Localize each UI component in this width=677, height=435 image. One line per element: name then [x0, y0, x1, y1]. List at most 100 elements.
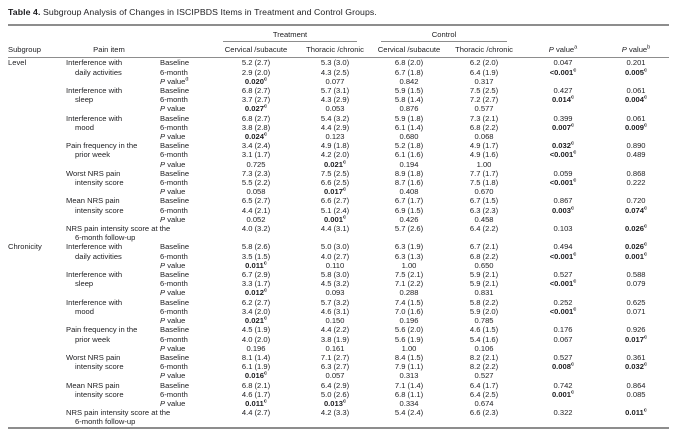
col-header-treatment-thoracic: Thoracic /chronic [297, 42, 374, 59]
value-text: 2.9 (2.0) [241, 67, 271, 77]
value-text: <0.001c [549, 279, 577, 289]
value-cell [603, 160, 669, 169]
value-text: 5.9 (2.1) [469, 270, 499, 280]
value-cell: 7.5 (2.5) [297, 169, 373, 178]
value-text: 6.1 (1.4) [394, 122, 424, 132]
value-text: 4.0 (2.0) [241, 334, 271, 344]
value-cell: 0.842 [373, 77, 445, 86]
p-italic: P [160, 132, 166, 142]
value-cell [523, 77, 603, 86]
value-text: 5.0 (3.0) [320, 242, 350, 252]
value-text: 0.007c [551, 122, 575, 132]
value-cell: 0.742 [523, 381, 603, 390]
value-text: 7.5 (2.5) [469, 86, 499, 96]
value-text: 0.842 [399, 76, 419, 86]
value-cell: 6.3 (1.3) [373, 252, 445, 261]
value-cell: 6.8 (2.7) [215, 114, 297, 123]
value-text: 7.4 (1.5) [394, 297, 424, 307]
value-text: 6.7 (1.5) [469, 196, 499, 206]
value-text: 0.201 [626, 58, 646, 68]
value-cell: 0.680 [373, 132, 445, 141]
table-row: Interference with sleep Baseline 6.7 (2.9) 5… [8, 270, 669, 288]
col-header-pain-item: Pain item [66, 42, 152, 59]
value-text: 0.322 [553, 408, 573, 418]
value-cell: 0.053 [297, 104, 373, 113]
pain-item-line2: intensity score [75, 362, 124, 372]
value-text: 0.196 [246, 343, 266, 353]
value-cell: 0.196 [373, 316, 445, 325]
value-cell: 0.009c [603, 123, 669, 132]
value-text: 5.1 (2.4) [320, 205, 350, 215]
value-cell: 6.7 (1.5) [445, 196, 523, 205]
row-label-cell: P valued [152, 77, 215, 86]
value-text: 0.458 [474, 214, 494, 224]
value-cell [603, 316, 669, 325]
value-cell: 0.047 [523, 58, 603, 68]
value-cell: 7.2 (2.7) [445, 95, 523, 104]
value-text: 4.4 (3.1) [320, 224, 350, 234]
value-text: 8.7 (1.6) [394, 178, 424, 188]
value-text: 0.061 [626, 86, 646, 96]
value-text: 0.831 [474, 288, 494, 298]
value-text: 0.489 [626, 150, 646, 160]
value-cell [523, 160, 603, 169]
value-cell: 0.222 [603, 178, 669, 187]
value-text: 0.032c [551, 141, 575, 151]
value-text: 6.8 (2.2) [469, 122, 499, 132]
value-cell: 7.1 (2.7) [297, 353, 373, 362]
value-text: 0.017c [624, 334, 648, 344]
value-cell: 0.201 [603, 58, 669, 68]
value-text: 8.1 (1.4) [241, 352, 271, 362]
pain-item-line1: Interference with [66, 113, 123, 123]
p-italic: P [160, 187, 166, 197]
row-label-cell: 6-month [152, 95, 215, 104]
value-text: 4.2 (3.3) [320, 408, 350, 418]
value-cell [523, 371, 603, 380]
value-cell [523, 344, 603, 353]
value-text: 6.3 (2.3) [469, 205, 499, 215]
table-row: P value 0.052 0.001c 0.426 0.458 [8, 215, 669, 224]
value-text: 6.8 (2.7) [241, 86, 271, 96]
value-text: 0.009c [624, 122, 648, 132]
value-text: 0.001c [323, 214, 347, 224]
value-text: 3.3 (1.7) [241, 279, 271, 289]
value-text: 4.4 (2.1) [241, 205, 271, 215]
value-text: 6.4 (2.2) [469, 224, 499, 234]
value-cell: 0.007c [523, 123, 603, 132]
value-cell: 0.288 [373, 288, 445, 297]
value-cell [603, 371, 669, 380]
value-cell: 7.5 (1.8) [445, 178, 523, 187]
value-cell: 0.021c [297, 160, 373, 169]
value-text: 0.027c [244, 104, 268, 114]
value-cell: 5.6 (2.0) [373, 325, 445, 334]
value-cell: 6.5 (2.7) [215, 196, 297, 205]
value-text: 7.1 (2.2) [394, 279, 424, 289]
value-cell: 0.831 [445, 288, 523, 297]
value-cell: 0.068 [445, 132, 523, 141]
table-row: 6-month 4.0 (2.0) 3.8 (1.9) 5.6 (1.9) 5.4 (1… [8, 335, 669, 344]
value-text: 8.9 (1.8) [394, 168, 424, 178]
value-text: 0.057 [325, 371, 345, 381]
value-cell: 6.7 (1.7) [373, 196, 445, 205]
value-text: 3.5 (1.5) [241, 251, 271, 261]
value-text: 0.408 [399, 187, 419, 197]
value-cell: 0.067 [523, 335, 603, 344]
value-cell: 0.867 [523, 196, 603, 205]
value-cell: 0.016c [215, 371, 297, 380]
pain-item-line2: 6-month follow-up [75, 233, 136, 243]
value-text: 5.5 (2.2) [241, 178, 271, 188]
value-cell: 5.1 (2.4) [297, 206, 373, 215]
table-row: Mean NRS pain intensity score Baseline 6.8 … [8, 381, 669, 399]
value-cell: 4.2 (2.0) [297, 150, 373, 159]
value-text: 5.9 (2.1) [469, 279, 499, 289]
table-row: Interference with mood Baseline 6.8 (2.7) 5.… [8, 113, 669, 132]
value-cell [523, 187, 603, 196]
value-text: 5.4 (3.2) [320, 113, 350, 123]
value-text: 0.013c [323, 398, 347, 408]
control-group-header: Control [373, 25, 523, 43]
value-cell: 8.2 (2.2) [445, 362, 523, 371]
value-text: 3.8 (1.9) [320, 334, 350, 344]
value-cell: 0.085 [603, 390, 669, 399]
value-cell: 6.9 (1.5) [373, 206, 445, 215]
value-cell: 6.8 (1.1) [373, 390, 445, 399]
